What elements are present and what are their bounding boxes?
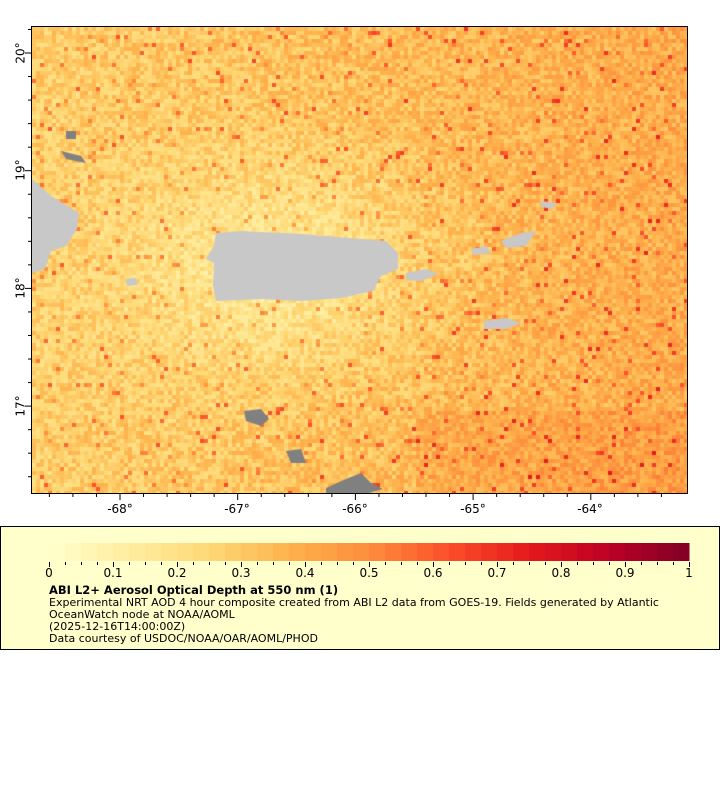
- lat-label: 17°: [13, 395, 28, 417]
- colorbar-tick-label: 0.8: [551, 566, 571, 580]
- colorbar-tick-label: 0.9: [615, 566, 635, 580]
- colorbar-segment: [577, 543, 594, 561]
- colorbar-tick-label: 0.2: [167, 566, 187, 580]
- colorbar-segment: [65, 543, 82, 561]
- aod-map-panel: [31, 26, 688, 494]
- colorbar-segment: [481, 543, 498, 561]
- colorbar-tick-label: 0.5: [359, 566, 379, 580]
- colorbar-tick-label: 0.1: [103, 566, 123, 580]
- colorbar-segment: [305, 543, 322, 561]
- lon-label: -64°: [577, 502, 603, 516]
- colorbar-segment: [545, 543, 562, 561]
- colorbar-segment: [465, 543, 482, 561]
- colorbar-segment: [401, 543, 418, 561]
- colorbar-segment: [337, 543, 354, 561]
- colorbar-segment: [113, 543, 130, 561]
- colorbar-tick-label: 0.7: [487, 566, 507, 580]
- lon-label: -67°: [224, 502, 250, 516]
- legend-description-text: Experimental NRT AOD 4 hour composite cr…: [49, 596, 659, 621]
- colorbar-segment: [161, 543, 178, 561]
- colorbar-segment: [529, 543, 546, 561]
- colorbar-segment: [673, 543, 690, 561]
- colorbar-segment: [257, 543, 274, 561]
- legend-credit: Data courtesy of USDOC/NOAA/OAR/AOML/PHO…: [49, 632, 318, 645]
- colorbar-segment: [449, 543, 466, 561]
- colorbar-segment: [193, 543, 210, 561]
- lat-label: 19°: [13, 159, 28, 181]
- colorbar-segment: [289, 543, 306, 561]
- colorbar-segment: [49, 543, 66, 561]
- aod-heatmap: [32, 27, 687, 493]
- legend-time: (2025-12-16T14:00:00Z): [49, 620, 186, 633]
- colorbar-segment: [641, 543, 658, 561]
- colorbar-segment: [657, 543, 674, 561]
- colorbar-segment: [369, 543, 386, 561]
- colorbar-tick-label: 0.4: [295, 566, 315, 580]
- colorbar-segment: [209, 543, 226, 561]
- lat-label: 18°: [13, 277, 28, 299]
- axis-ticks: [25, 28, 662, 500]
- colorbar-segment: [177, 543, 194, 561]
- colorbar-tick-label: 0.6: [423, 566, 443, 580]
- colorbar-segment: [609, 543, 626, 561]
- colorbar-segment: [145, 543, 162, 561]
- colorbar-segment: [321, 543, 338, 561]
- lon-label: -66°: [342, 502, 368, 516]
- lon-label: -65°: [460, 502, 486, 516]
- colorbar-segment: [625, 543, 642, 561]
- colorbar-segment: [385, 543, 402, 561]
- lon-label: -68°: [107, 502, 133, 516]
- legend-description: Experimental NRT AOD 4 hour composite cr…: [49, 597, 689, 645]
- colorbar-segment: [433, 543, 450, 561]
- legend-title: ABI L2+ Aerosol Optical Depth at 550 nm …: [49, 583, 339, 597]
- colorbar-segment: [273, 543, 290, 561]
- colorbar-segment: [241, 543, 258, 561]
- colorbar-segment: [513, 543, 530, 561]
- legend-panel: 0 0.1 0.2 0.3 0.4 0.5 0.6 0.7 0.8 0.9 1 ABI L2+ Ae…: [0, 526, 720, 650]
- colorbar-segment: [417, 543, 434, 561]
- colorbar-segment: [497, 543, 514, 561]
- colorbar-segment: [353, 543, 370, 561]
- colorbar-tick-label: 0.3: [231, 566, 251, 580]
- colorbar-tick-label: 0: [45, 566, 53, 580]
- colorbar: [49, 543, 690, 567]
- colorbar-segment: [561, 543, 578, 561]
- lat-label: 20°: [13, 42, 28, 64]
- colorbar-segment: [81, 543, 98, 561]
- colorbar-segment: [593, 543, 610, 561]
- colorbar-tick-label: 1: [685, 566, 693, 580]
- colorbar-segment: [129, 543, 146, 561]
- colorbar-segment: [97, 543, 114, 561]
- colorbar-segment: [225, 543, 242, 561]
